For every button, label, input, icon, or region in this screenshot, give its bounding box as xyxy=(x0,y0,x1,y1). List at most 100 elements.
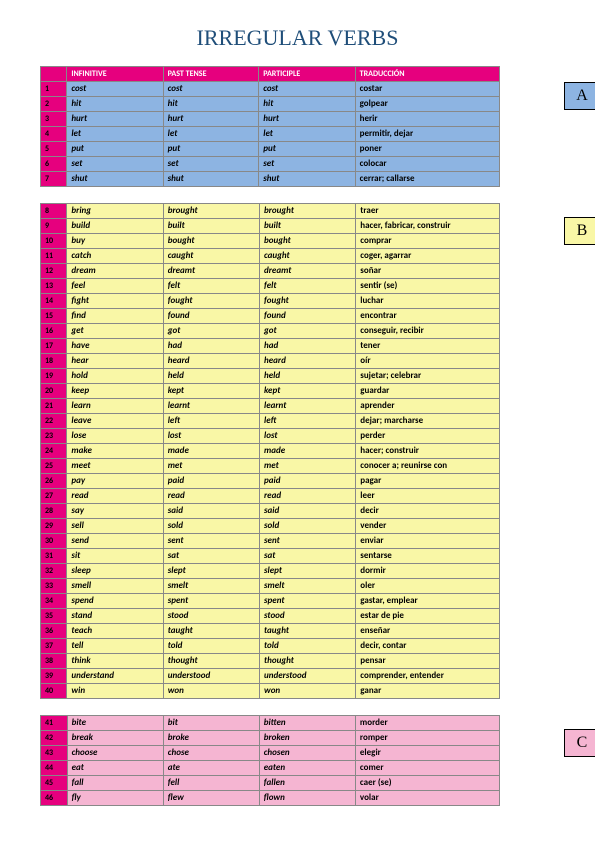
badge-b: B xyxy=(564,217,595,245)
row-number: 26 xyxy=(41,474,67,489)
cell-translation: hacer, fabricar, construir xyxy=(356,219,500,234)
table-row: 17havehadhadtener xyxy=(41,339,500,354)
table-row: 34spendspentspentgastar, emplear xyxy=(41,594,500,609)
cell-participle: thought xyxy=(259,654,355,669)
cell-past: sent xyxy=(163,534,259,549)
cell-participle: learnt xyxy=(259,399,355,414)
table-row: 27readreadreadleer xyxy=(41,489,500,504)
cell-translation: aprender xyxy=(356,399,500,414)
cell-past: broke xyxy=(163,731,259,746)
cell-past: ate xyxy=(163,761,259,776)
cell-past: slept xyxy=(163,564,259,579)
cell-translation: conocer a; reunirse con xyxy=(356,459,500,474)
cell-participle: taught xyxy=(259,624,355,639)
cell-translation: guardar xyxy=(356,384,500,399)
cell-translation: comer xyxy=(355,761,499,776)
cell-participle: smelt xyxy=(259,579,355,594)
row-number: 43 xyxy=(41,746,68,761)
cell-translation: comprar xyxy=(356,234,500,249)
table-row: 40winwonwonganar xyxy=(41,684,500,699)
cell-infinitive: buy xyxy=(67,234,163,249)
cell-past: left xyxy=(163,414,259,429)
cell-past: stood xyxy=(163,609,259,624)
table-row: 45fallfellfallencaer (se) xyxy=(41,776,500,791)
cell-past: won xyxy=(163,684,259,699)
table-row: 1costcostcostcostar xyxy=(41,82,500,97)
row-number: 35 xyxy=(41,609,67,624)
row-number: 40 xyxy=(41,684,67,699)
cell-infinitive: pay xyxy=(67,474,163,489)
cell-participle: felt xyxy=(259,279,355,294)
cell-infinitive: hurt xyxy=(67,112,163,127)
cell-participle: hurt xyxy=(259,112,355,127)
cell-translation: herir xyxy=(355,112,499,127)
cell-translation: leer xyxy=(356,489,500,504)
cell-participle: had xyxy=(259,339,355,354)
header-translation: TRADUCCIÓN xyxy=(355,67,499,82)
cell-infinitive: choose xyxy=(67,746,163,761)
page-title: IRREGULAR VERBS xyxy=(40,25,555,51)
cell-translation: costar xyxy=(355,82,499,97)
table-row: 26paypaidpaidpagar xyxy=(41,474,500,489)
cell-translation: cerrar; callarse xyxy=(355,172,499,187)
cell-infinitive: sit xyxy=(67,549,163,564)
cell-past: bought xyxy=(163,234,259,249)
row-number: 39 xyxy=(41,669,67,684)
row-number: 12 xyxy=(41,264,67,279)
cell-translation: coger, agarrar xyxy=(356,249,500,264)
cell-translation: perder xyxy=(356,429,500,444)
table-row: 22leaveleftleftdejar; marcharse xyxy=(41,414,500,429)
cell-participle: got xyxy=(259,324,355,339)
cell-translation: pagar xyxy=(356,474,500,489)
cell-translation: colocar xyxy=(355,157,499,172)
cell-infinitive: let xyxy=(67,127,163,142)
cell-past: shut xyxy=(163,172,259,187)
row-number: 3 xyxy=(41,112,67,127)
cell-infinitive: feel xyxy=(67,279,163,294)
row-number: 16 xyxy=(41,324,67,339)
row-number: 32 xyxy=(41,564,67,579)
table-row: 6setsetsetcolocar xyxy=(41,157,500,172)
cell-participle: sent xyxy=(259,534,355,549)
row-number: 1 xyxy=(41,82,67,97)
cell-past: bit xyxy=(163,716,259,731)
cell-participle: kept xyxy=(259,384,355,399)
cell-past: spent xyxy=(163,594,259,609)
cell-infinitive: understand xyxy=(67,669,163,684)
cell-participle: eaten xyxy=(259,761,355,776)
cell-past: kept xyxy=(163,384,259,399)
cell-past: built xyxy=(163,219,259,234)
row-number: 21 xyxy=(41,399,67,414)
cell-infinitive: win xyxy=(67,684,163,699)
cell-infinitive: smell xyxy=(67,579,163,594)
cell-participle: paid xyxy=(259,474,355,489)
cell-past: found xyxy=(163,309,259,324)
cell-participle: caught xyxy=(259,249,355,264)
row-number: 27 xyxy=(41,489,67,504)
group-b-table: 8bringbroughtbroughttraer9buildbuiltbuil… xyxy=(40,203,500,699)
cell-infinitive: eat xyxy=(67,761,163,776)
header-infinitive: INFINITIVE xyxy=(67,67,163,82)
cell-infinitive: get xyxy=(67,324,163,339)
cell-participle: stood xyxy=(259,609,355,624)
cell-participle: bitten xyxy=(259,716,355,731)
table-row: 7shutshutshutcerrar; callarse xyxy=(41,172,500,187)
cell-past: fought xyxy=(163,294,259,309)
row-number: 14 xyxy=(41,294,67,309)
row-number: 44 xyxy=(41,761,68,776)
cell-participle: chosen xyxy=(259,746,355,761)
cell-participle: dreamt xyxy=(259,264,355,279)
row-number: 25 xyxy=(41,459,67,474)
group-a-wrap: INFINITIVE PAST TENSE PARTICIPLE TRADUCC… xyxy=(40,66,555,187)
table-row: 32sleepsleptsleptdormir xyxy=(41,564,500,579)
row-number: 28 xyxy=(41,504,67,519)
row-number: 9 xyxy=(41,219,67,234)
row-number: 18 xyxy=(41,354,67,369)
cell-translation: decir xyxy=(356,504,500,519)
cell-translation: tener xyxy=(356,339,500,354)
cell-past: learnt xyxy=(163,399,259,414)
table-row: 44eatateeatencomer xyxy=(41,761,500,776)
table-row: 20keepkeptkeptguardar xyxy=(41,384,500,399)
cell-past: got xyxy=(163,324,259,339)
header-row: INFINITIVE PAST TENSE PARTICIPLE TRADUCC… xyxy=(41,67,500,82)
